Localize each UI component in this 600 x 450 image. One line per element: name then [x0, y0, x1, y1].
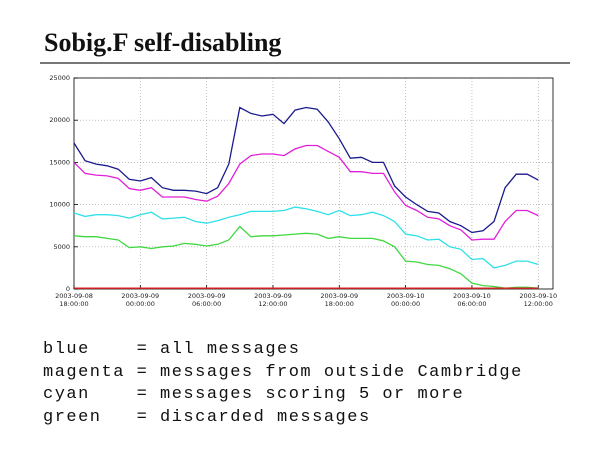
x-tick-label: 2003-09-10 00:00:00	[386, 292, 425, 309]
y-tick-label: 0	[66, 285, 70, 293]
legend-entry: cyan = messages scoring 5 or more	[43, 385, 465, 404]
legend-entry: blue = all messages	[43, 340, 301, 359]
slide-title: Sobig.F self-disabling	[44, 28, 282, 57]
y-tick-label: 20000	[49, 116, 70, 124]
y-tick-label: 15000	[49, 158, 70, 166]
data-line	[73, 206, 539, 269]
x-tick-label: 2003-09-09 06:00:00	[187, 292, 226, 309]
data-line	[73, 106, 539, 234]
data-line	[73, 144, 539, 241]
plot-frame	[73, 77, 554, 290]
legend-entry: green = discarded messages	[43, 407, 371, 427]
x-tick-label: 2003-09-10 06:00:00	[453, 292, 491, 309]
legend-entry: magenta = messages from outside Cambridg…	[43, 362, 523, 382]
y-tick-label: 25000	[49, 74, 70, 82]
x-tick-label: 2003-09-09 12:00:00	[254, 292, 292, 309]
data-line	[73, 225, 539, 289]
x-tick-label: 2003-09-09 18:00:00	[320, 292, 359, 309]
title-rule	[40, 62, 570, 64]
x-tick-label: 2003-09-10 12:00:00	[519, 292, 558, 309]
y-tick-label: 10000	[49, 201, 70, 209]
x-tick-label: 2003-09-09 00:00:00	[121, 292, 160, 309]
x-tick-label: 2003-09-08 18:00:00	[55, 292, 93, 309]
y-tick-label: 5000	[53, 243, 70, 251]
